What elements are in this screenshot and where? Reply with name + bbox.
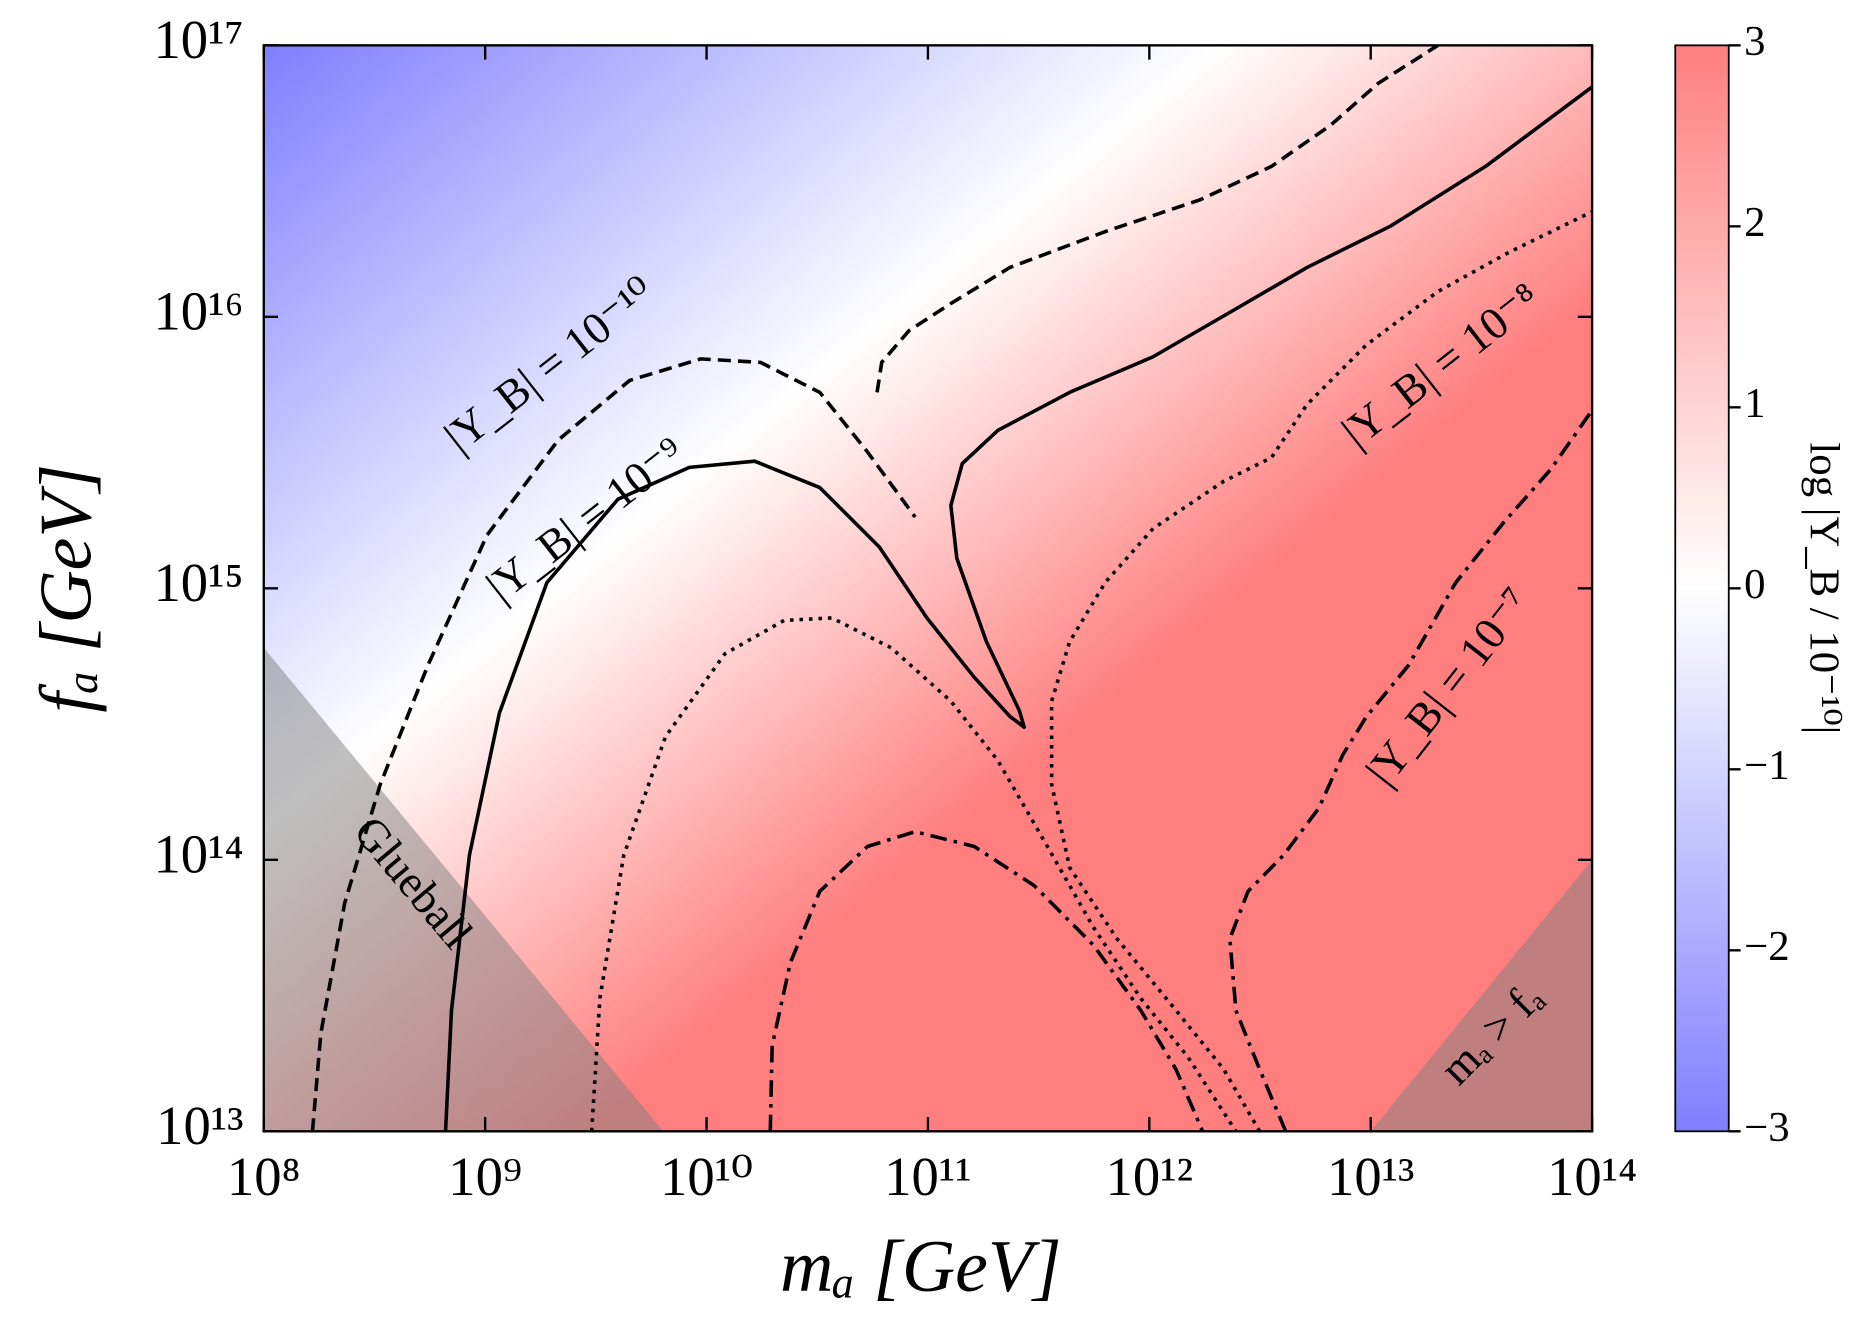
colorbar — [1674, 44, 1730, 1133]
x-tick-label: 10¹³ — [1327, 1146, 1414, 1207]
contour-line — [310, 357, 917, 1132]
colorbar-tick-label: 0 — [1744, 561, 1765, 608]
colorbar-label: log |Y_B / 10⁻¹⁰| — [1800, 442, 1847, 734]
y-axis-label: fₐ [GeV] — [25, 464, 107, 713]
x-tick-label: 10⁸ — [227, 1146, 301, 1207]
x-tick-label: 10¹⁴ — [1547, 1146, 1637, 1207]
x-tick-label: 10¹¹ — [884, 1146, 971, 1207]
colorbar-tick-label: −3 — [1744, 1104, 1790, 1151]
colorbar-tick-label: −2 — [1744, 923, 1790, 970]
contour-line — [768, 829, 1205, 1132]
contour-line — [443, 85, 1593, 1132]
x-tick-label: 10¹² — [1106, 1146, 1193, 1207]
y-tick-label: 10¹⁶ — [153, 280, 243, 341]
y-tick-label: 10¹⁴ — [153, 823, 243, 884]
colorbar-tick-label: 3 — [1744, 18, 1765, 65]
colorbar-tick-label: 2 — [1744, 199, 1765, 246]
x-tick-label: 10¹⁰ — [660, 1146, 753, 1207]
y-tick-label: 10¹³ — [156, 1095, 243, 1156]
contour-line — [1049, 210, 1593, 1132]
y-tick-label: 10¹⁵ — [153, 552, 243, 613]
contour-line — [875, 45, 1439, 393]
shaded-region — [263, 647, 664, 1132]
y-tick-label: 10¹⁷ — [153, 9, 243, 70]
colorbar-tick-label: 1 — [1744, 380, 1765, 427]
colorbar-tick-label: −1 — [1744, 742, 1790, 789]
x-tick-label: 10⁹ — [448, 1146, 522, 1207]
x-axis-label: mₐ [GeV] — [780, 1225, 1061, 1307]
contour-line — [1228, 409, 1593, 1132]
